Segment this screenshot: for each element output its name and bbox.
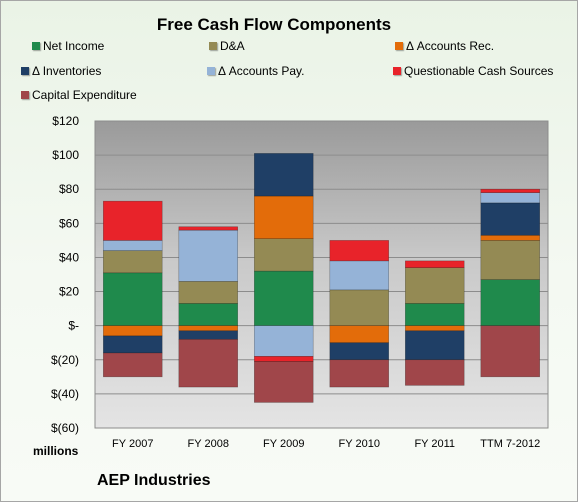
legend-item-questionable: Questionable Cash Sources [393, 63, 553, 79]
bar-questionable-cash-sources-ttm-7-2012 [480, 188, 540, 193]
y-tick-label: $20 [59, 285, 79, 299]
bar-inventories-ttm-7-2012 [480, 202, 540, 236]
y-tick-label: $(60) [51, 421, 79, 435]
legend-swatch-inventories [21, 67, 29, 75]
bar-capital-expenditure-fy-2009 [254, 361, 314, 403]
bar-questionable-cash-sources-fy-2008 [178, 226, 238, 231]
bar-net-income-fy-2007 [103, 272, 163, 326]
bar-accounts-rec-fy-2010 [329, 325, 389, 344]
chart-title: Free Cash Flow Components [156, 15, 392, 34]
bar-inventories-fy-2010 [329, 342, 389, 361]
bar-questionable-cash-sources-fy-2010 [329, 240, 389, 262]
x-tick-label: TTM 7-2012 [480, 438, 540, 450]
legend-label-da: D&A [220, 39, 245, 53]
bar-accounts-pay-fy-2010 [329, 260, 389, 291]
y-tick-label: $120 [52, 114, 79, 128]
bar-net-income-fy-2009 [254, 270, 314, 326]
bar-net-income-fy-2008 [178, 303, 238, 326]
legend-item-accounts-rec: Δ Accounts Rec. [395, 38, 494, 54]
bar-accounts-pay-fy-2008 [178, 229, 238, 282]
company-label: AEP Industries [97, 472, 211, 489]
legend-item-accounts-pay: Δ Accounts Pay. [207, 63, 305, 79]
legend-swatch-accounts-rec [395, 42, 403, 50]
units-label: millions [33, 444, 79, 458]
legend-label-questionable: Questionable Cash Sources [404, 64, 554, 78]
legend-swatch-da [209, 42, 217, 50]
legend-item-net-income: Net Income [32, 38, 104, 54]
bar-accounts-rec-ttm-7-2012 [480, 234, 540, 241]
y-tick-label: $60 [59, 216, 79, 230]
legend-item-da: D&A [209, 38, 245, 54]
bar-inventories-fy-2008 [178, 330, 238, 340]
plot-border [94, 120, 549, 429]
x-tick-label: FY 2011 [414, 438, 455, 450]
bar-d-a-fy-2010 [329, 289, 389, 326]
bar-d-a-fy-2009 [254, 238, 314, 272]
bar-questionable-cash-sources-fy-2011 [405, 260, 465, 268]
legend-swatch-questionable [393, 67, 401, 75]
bar-questionable-cash-sources-fy-2009 [254, 356, 314, 362]
legend-swatch-capex [21, 91, 29, 99]
bar-capital-expenditure-fy-2007 [103, 352, 163, 378]
bar-capital-expenditure-fy-2011 [405, 359, 465, 386]
bar-accounts-rec-fy-2008 [178, 325, 238, 332]
y-tick-label: $(40) [51, 387, 79, 401]
bar-inventories-fy-2007 [103, 335, 163, 354]
x-tick-label: FY 2007 [112, 438, 153, 450]
bar-accounts-rec-fy-2009 [254, 195, 314, 239]
bar-d-a-fy-2011 [405, 267, 465, 304]
bar-accounts-rec-fy-2011 [405, 325, 465, 332]
bar-d-a-ttm-7-2012 [480, 240, 540, 280]
bar-questionable-cash-sources-fy-2007 [103, 200, 163, 241]
bar-accounts-pay-fy-2007 [103, 240, 163, 251]
legend-swatch-net-income [32, 42, 40, 50]
legend-label-net-income: Net Income [43, 39, 105, 53]
bar-net-income-ttm-7-2012 [480, 279, 540, 326]
y-tick-label: $80 [59, 182, 79, 196]
y-tick-label: $(20) [51, 353, 79, 367]
bar-inventories-fy-2011 [405, 330, 465, 361]
bar-inventories-fy-2009 [254, 153, 314, 197]
bar-net-income-fy-2011 [405, 303, 465, 326]
legend-item-inventories: Δ Inventories [21, 63, 101, 79]
legend-label-inventories: Δ Inventories [32, 64, 102, 78]
bar-capital-expenditure-ttm-7-2012 [480, 325, 540, 378]
y-tick-label: $100 [52, 148, 79, 162]
y-tick-label: $- [68, 319, 79, 333]
y-tick-label: $40 [59, 250, 79, 264]
legend-swatch-accounts-pay [207, 67, 215, 75]
bar-capital-expenditure-fy-2010 [329, 359, 389, 388]
bar-accounts-pay-fy-2009 [254, 325, 314, 357]
bar-d-a-fy-2007 [103, 250, 163, 274]
legend-item-capex: Capital Expenditure [21, 87, 137, 103]
bar-capital-expenditure-fy-2008 [178, 339, 238, 388]
x-tick-label: FY 2008 [188, 438, 229, 450]
bar-d-a-fy-2008 [178, 281, 238, 304]
bar-accounts-pay-ttm-7-2012 [480, 192, 540, 204]
legend-label-capex: Capital Expenditure [32, 88, 137, 102]
x-tick-label: FY 2009 [263, 438, 304, 450]
x-tick-label: FY 2010 [339, 438, 380, 450]
legend-label-accounts-rec: Δ Accounts Rec. [406, 39, 495, 53]
legend-label-accounts-pay: Δ Accounts Pay. [218, 64, 305, 78]
bar-accounts-rec-fy-2007 [103, 325, 163, 337]
plot-area [95, 121, 548, 428]
